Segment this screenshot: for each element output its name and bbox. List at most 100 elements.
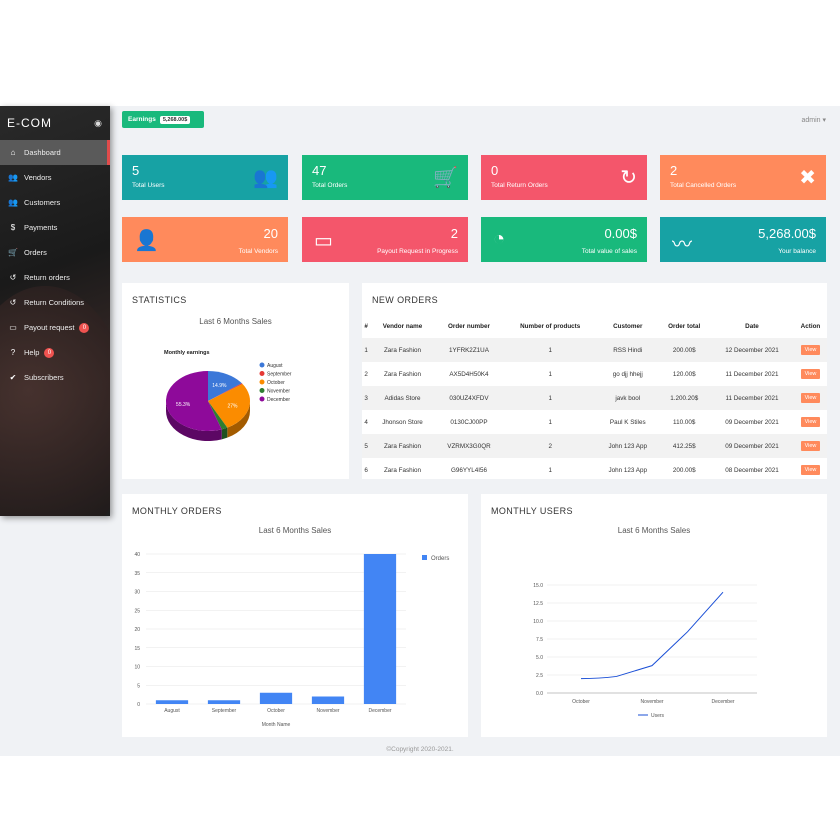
sidebar-item-dashboard[interactable]: ⌂ Dashboard [0, 140, 110, 165]
stat-card-total-users[interactable]: 5 Total Users 👥 [122, 155, 288, 200]
stat-value: 2 [450, 226, 458, 241]
table-cell: go djj hhejj [612, 370, 643, 378]
pie-slice-side [227, 401, 250, 438]
y-tick-label: 15.0 [533, 583, 543, 589]
legend-label: December [267, 397, 290, 403]
stat-value: 0 [491, 163, 499, 178]
stat-card-total-value-of-sales[interactable]: 0.00$ Total value of sales ◔ [481, 217, 647, 262]
sidebar-item-payments[interactable]: $ Payments [0, 215, 110, 240]
new-orders-panel: NEW ORDERS # Vendor name Order number Numbe… [362, 283, 827, 479]
view-button[interactable]: View [800, 369, 821, 379]
x-tick-label: November [640, 699, 663, 705]
stat-label: Total Users [132, 182, 165, 189]
sidebar-nav: ⌂ Dashboard 👥 Vendors 👥 Customers $ Payments 🛒 Or… [0, 140, 110, 390]
monthly-users-line-chart: 0.0 2.5 5.0 7.5 10.0 12.5 15.0 October November D… [533, 583, 757, 719]
check-icon: ✔ [9, 373, 17, 382]
table-cell: 110.00$ [673, 418, 696, 426]
pie-slice-august [208, 371, 242, 401]
brand-logo[interactable]: E-COM [7, 116, 52, 130]
pie-icon: ◔ [493, 228, 506, 250]
stat-value: 5 [132, 163, 140, 178]
stat-label: Total Return Orders [491, 182, 548, 189]
y-tick-label: 5 [137, 683, 140, 689]
pie-slice-november [208, 401, 228, 430]
column-header: Order total [668, 323, 701, 330]
y-tick-label: 15 [134, 646, 140, 652]
pie-slice-side [166, 401, 222, 441]
table-cell: 4 [364, 418, 368, 426]
y-tick-label: 0.0 [536, 691, 543, 697]
table-cell: 2 [548, 442, 552, 450]
pie-slice-label: 14.9% [212, 383, 227, 389]
table-cell: 1 [548, 418, 552, 426]
user-name[interactable]: admin [801, 117, 821, 124]
y-tick-label: 20 [134, 627, 140, 633]
pie-slice-label: 27% [227, 403, 238, 409]
monthly-orders-subtitle: Last 6 Months Sales [258, 526, 332, 535]
stat-label: Your balance [778, 248, 816, 255]
count-badge: 0 [44, 347, 55, 358]
table-header-row: # Vendor name Order number Number of produc… [362, 315, 827, 338]
view-button[interactable]: View [800, 393, 821, 403]
table-cell: Zara Fashion [383, 370, 422, 378]
sidebar-item-subscribers[interactable]: ✔ Subscribers [0, 365, 110, 390]
sidebar-item-label: Vendors [24, 173, 52, 182]
users-icon: 👥 [8, 173, 18, 182]
table-row: 6 Zara Fashion G96YYL4I56 1 John 123 App 200.… [362, 458, 827, 482]
sidebar-item-payout-request[interactable]: ▭ Payout request 0 [0, 315, 110, 340]
legend-marker [422, 555, 427, 560]
table-cell: Zara Fashion [383, 466, 422, 474]
table-cell: 11 December 2021 [725, 370, 779, 378]
pie-chart-title: Monthly earnings [164, 350, 210, 356]
stat-card-total-vendors[interactable]: 20 Total Vendors 👤 [122, 217, 288, 262]
stat-card-total-return-orders[interactable]: 0 Total Return Orders ↻ [481, 155, 647, 200]
action-cell: View [794, 386, 827, 410]
pie-slice-label: 55.3% [176, 402, 191, 408]
eye-icon[interactable]: ◉ [94, 117, 103, 128]
pie-slice-october [208, 383, 250, 428]
x-tick-label: November [316, 708, 339, 714]
table-cell: 1 [364, 346, 368, 354]
trend-icon: 〰 [672, 234, 692, 256]
chevron-down-icon[interactable]: ▾ [822, 117, 826, 124]
y-tick-label: 25 [134, 608, 140, 614]
sidebar-item-orders[interactable]: 🛒 Orders [0, 240, 110, 265]
user-icon: 👤 [134, 230, 159, 252]
stat-card-payout-request-in-progress[interactable]: 2 Payout Request in Progress ▭ [302, 217, 468, 262]
stat-card-your-balance[interactable]: 5,268.00$ Your balance 〰 [660, 217, 826, 262]
legend-label: November [267, 389, 290, 395]
brand: E-COM ◉ [0, 106, 110, 140]
sidebar-item-return-orders[interactable]: ↺ Return orders [0, 265, 110, 290]
table-cell: 200.00$ [672, 346, 696, 354]
sidebar-item-vendors[interactable]: 👥 Vendors [0, 165, 110, 190]
user-menu[interactable]: admin ▾ [801, 116, 826, 124]
stat-card-total-orders[interactable]: 47 Total Orders 🛒 [302, 155, 468, 200]
sidebar-item-help[interactable]: ? Help 0 [0, 340, 110, 365]
view-button[interactable]: View [800, 417, 821, 427]
sidebar-item-label: Dashboard [24, 148, 61, 157]
table-cell: 0130CJ00PP [450, 418, 488, 426]
home-icon: ⌂ [10, 148, 16, 157]
legend-marker [259, 362, 265, 368]
view-button[interactable]: View [800, 465, 821, 475]
table-cell: AX5D4H50K4 [449, 370, 489, 378]
y-tick-label: 12.5 [533, 601, 543, 607]
close-icon: ✖ [799, 167, 816, 189]
x-tick-label: December [711, 699, 734, 705]
view-button[interactable]: View [800, 441, 821, 451]
footer: ©Copyright 2020-2021. [386, 746, 454, 753]
sidebar-item-return-conditions[interactable]: ↺ Return Conditions [0, 290, 110, 315]
sidebar-item-customers[interactable]: 👥 Customers [0, 190, 110, 215]
legend-label: October [267, 380, 285, 386]
stat-card-total-cancelled-orders[interactable]: 2 Total Cancelled Orders ✖ [660, 155, 826, 200]
earnings-label: Earnings [128, 116, 156, 123]
dollar-icon: $ [10, 223, 16, 232]
table-cell: 1 [548, 370, 552, 378]
legend-label: September [267, 372, 292, 378]
legend-marker [259, 371, 265, 376]
legend-label: August [267, 363, 283, 369]
view-button[interactable]: View [800, 345, 821, 355]
legend-marker [259, 388, 265, 393]
table-cell: 2 [364, 370, 368, 378]
y-tick-label: 10.0 [533, 619, 543, 625]
